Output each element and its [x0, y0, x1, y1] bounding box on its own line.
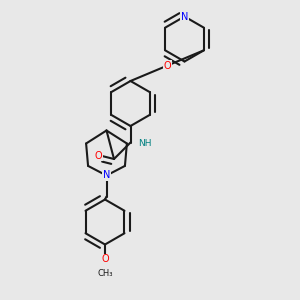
Text: N: N [181, 11, 188, 22]
Text: O: O [94, 151, 102, 161]
Text: NH: NH [138, 140, 152, 148]
Text: O: O [101, 254, 109, 265]
Text: N: N [103, 170, 110, 181]
Text: O: O [164, 61, 171, 70]
Text: CH₃: CH₃ [98, 269, 113, 278]
